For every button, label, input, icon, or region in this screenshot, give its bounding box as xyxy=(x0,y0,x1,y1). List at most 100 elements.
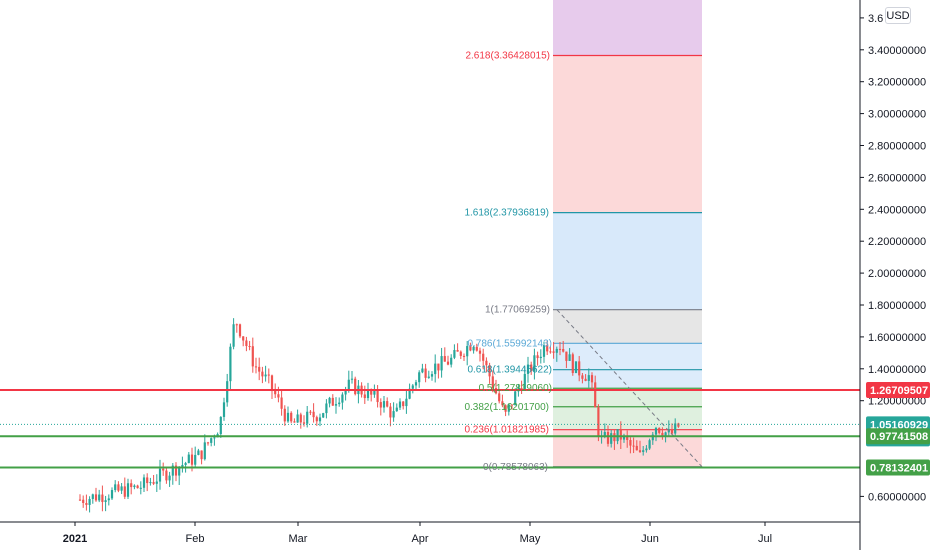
candle-body xyxy=(110,490,114,499)
candle-body xyxy=(117,484,120,491)
candle-body xyxy=(414,382,418,386)
candle-body xyxy=(498,393,501,402)
candle-body xyxy=(280,397,283,409)
candle-body xyxy=(638,450,642,452)
candle-body xyxy=(290,412,293,422)
fib-lines xyxy=(553,54,702,468)
fib-level-label: 1.618(2.37936819) xyxy=(464,208,549,219)
candle-body xyxy=(475,346,478,351)
candle-body xyxy=(507,404,510,412)
fib-level-label: 0.236(1.01821985) xyxy=(464,425,549,436)
candle-body xyxy=(158,468,162,482)
candle-body xyxy=(219,416,222,435)
candle-body xyxy=(581,375,584,379)
candle-body xyxy=(242,336,245,341)
candle-body xyxy=(149,482,152,484)
candle-body xyxy=(78,499,82,501)
candle-body xyxy=(94,494,98,501)
candle-body xyxy=(485,360,488,366)
candle-body xyxy=(661,432,664,437)
candle-body xyxy=(648,440,651,449)
candle-body xyxy=(539,356,542,359)
candle-body xyxy=(546,345,549,352)
candle-body xyxy=(126,483,130,497)
price-axis-label: 0.60000000 xyxy=(868,491,926,503)
candle-body xyxy=(194,454,197,465)
candle-body xyxy=(402,401,405,407)
candle-body xyxy=(120,486,123,491)
candle-body xyxy=(382,401,386,408)
candle-body xyxy=(482,353,485,361)
candle-body xyxy=(587,375,590,381)
price-badge-label: 0.97741508 xyxy=(870,431,928,443)
candle-body xyxy=(146,477,149,484)
price-axis-label: 2.80000000 xyxy=(868,141,926,153)
candle-body xyxy=(405,398,408,407)
candle-body xyxy=(594,382,597,408)
candle-body xyxy=(277,394,280,398)
candle-body xyxy=(370,389,373,395)
candle-body xyxy=(293,421,296,423)
candle-body xyxy=(635,445,638,451)
price-badge xyxy=(866,459,930,476)
candle-body xyxy=(469,346,472,351)
candle-body xyxy=(645,448,648,451)
fib-trendline xyxy=(556,309,703,468)
candle-body xyxy=(501,401,504,406)
candle-body xyxy=(626,435,629,441)
candle-body xyxy=(398,401,402,408)
fib-level-label: 0.5(1.27819060) xyxy=(479,383,552,394)
candle-body xyxy=(658,427,661,433)
fib-level-label: 2.618(3.36428015) xyxy=(465,50,550,61)
candle-body xyxy=(552,351,555,353)
candle-body xyxy=(510,404,514,406)
time-axis-label: May xyxy=(520,533,541,545)
candle-body xyxy=(331,397,334,406)
candle-body xyxy=(629,440,632,446)
horizontal-lines xyxy=(0,388,860,469)
candle-body xyxy=(430,374,434,377)
candlesticks xyxy=(78,318,680,513)
candle-body xyxy=(568,354,571,361)
candle-body xyxy=(574,361,578,373)
price-axis-label: 1.80000000 xyxy=(868,300,926,312)
price-badge xyxy=(866,428,930,445)
candle-body xyxy=(610,433,613,444)
candle-body xyxy=(312,411,315,418)
fib-zone xyxy=(553,0,702,56)
candle-body xyxy=(565,351,568,361)
candle-body xyxy=(264,374,267,377)
candle-body xyxy=(424,368,427,378)
candle-body xyxy=(347,379,350,390)
candle-body xyxy=(184,463,187,465)
candle-body xyxy=(283,408,286,422)
candle-body xyxy=(341,394,344,403)
candle-body xyxy=(328,397,331,404)
fib-level-label: 0(0.78578063) xyxy=(483,462,548,473)
candle-body xyxy=(254,366,258,368)
candle-body xyxy=(206,442,210,444)
candle-body xyxy=(555,348,558,353)
candle-body xyxy=(526,364,530,374)
candle-body xyxy=(440,356,443,371)
candle-body xyxy=(421,368,424,373)
candle-body xyxy=(654,427,658,435)
currency-badge[interactable]: USD xyxy=(885,7,911,24)
candle-body xyxy=(238,324,242,337)
candle-body xyxy=(213,437,216,439)
candle-body xyxy=(155,481,158,484)
candle-body xyxy=(606,431,610,444)
candle-body xyxy=(91,494,94,499)
candle-body xyxy=(139,487,142,489)
candle-body xyxy=(632,445,635,447)
candle-body xyxy=(366,389,370,399)
candle-body xyxy=(88,498,91,505)
time-axis-label: Jul xyxy=(758,533,772,545)
candle-body xyxy=(114,484,117,491)
candle-body xyxy=(427,376,430,378)
candle-body xyxy=(267,374,270,376)
candle-body xyxy=(392,411,395,418)
candle-body xyxy=(418,372,421,383)
